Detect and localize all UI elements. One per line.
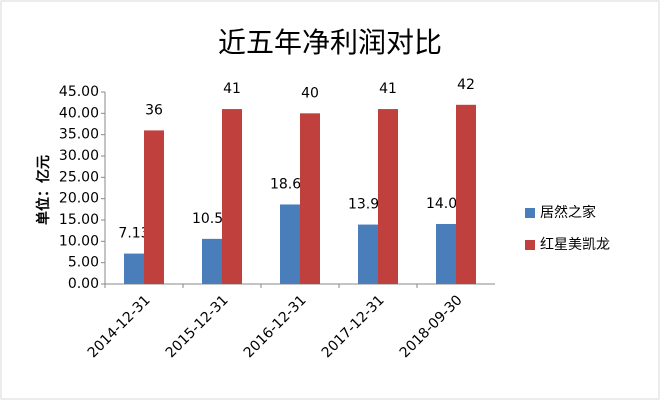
y-tick-label: 25.00 — [59, 169, 99, 185]
bar — [144, 130, 164, 284]
bar — [300, 113, 320, 284]
bar — [124, 253, 144, 284]
y-tick-label: 40.00 — [59, 105, 99, 121]
y-tick-label: 45.00 — [59, 84, 99, 100]
bar — [280, 204, 300, 284]
legend-swatch — [525, 240, 535, 250]
legend-swatch — [525, 208, 535, 218]
y-axis-label: 单位：亿元 — [35, 155, 52, 225]
y-tick-label: 20.00 — [59, 191, 99, 207]
y-tick-label: 15.00 — [59, 212, 99, 228]
value-label: 40 — [301, 85, 319, 101]
bar — [202, 238, 222, 284]
bar — [222, 109, 242, 284]
bar — [358, 224, 378, 284]
value-label: 41 — [379, 81, 397, 97]
bar — [456, 104, 476, 284]
y-tick-label: 35.00 — [59, 127, 99, 143]
y-tick-label: 0.00 — [68, 276, 99, 292]
bar — [378, 109, 398, 284]
value-label: 42 — [457, 77, 475, 93]
y-tick-label: 10.00 — [59, 233, 99, 249]
legend-label: 红星美凯龙 — [540, 237, 610, 253]
y-tick-label: 30.00 — [59, 148, 99, 164]
chart-title: 近五年净利润对比 — [218, 26, 442, 59]
value-label: 36 — [145, 102, 163, 118]
bar — [436, 223, 456, 284]
y-tick-label: 5.00 — [68, 255, 99, 271]
value-label: 41 — [223, 81, 241, 97]
legend-label: 居然之家 — [540, 204, 596, 221]
value-label: 7.13 — [118, 226, 149, 242]
